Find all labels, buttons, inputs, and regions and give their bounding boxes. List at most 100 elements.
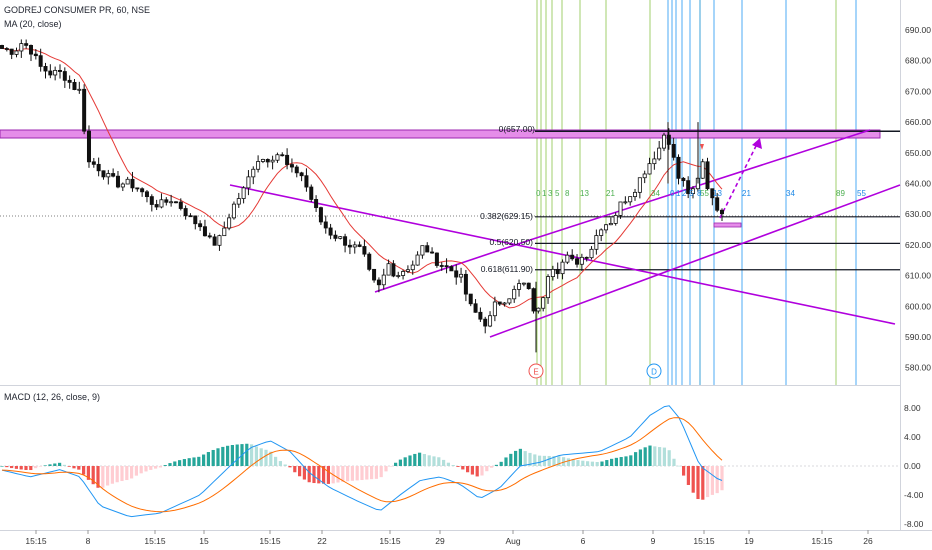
macd-histogram-bar[interactable] bbox=[230, 445, 234, 466]
candle-body[interactable] bbox=[33, 53, 38, 57]
macd-histogram-bar[interactable] bbox=[173, 461, 177, 466]
macd-histogram-bar[interactable] bbox=[667, 450, 671, 466]
candle-body[interactable] bbox=[178, 201, 183, 209]
candle-body[interactable] bbox=[38, 55, 43, 67]
candle-body[interactable] bbox=[478, 311, 483, 320]
candle-body[interactable] bbox=[642, 173, 647, 179]
macd-histogram-bar[interactable] bbox=[38, 466, 42, 467]
candle[interactable] bbox=[560, 259, 565, 280]
macd-histogram-bar[interactable] bbox=[691, 466, 695, 493]
candle-body[interactable] bbox=[584, 256, 589, 259]
macd-histogram-bar[interactable] bbox=[120, 466, 124, 482]
candle[interactable] bbox=[594, 229, 599, 255]
candle-body[interactable] bbox=[183, 208, 188, 217]
candle[interactable] bbox=[173, 201, 178, 204]
candle[interactable] bbox=[613, 212, 618, 226]
macd-histogram-bar[interactable] bbox=[490, 466, 494, 468]
trendline[interactable] bbox=[489, 184, 901, 338]
candle[interactable] bbox=[130, 171, 135, 192]
macd-histogram-bar[interactable] bbox=[701, 466, 705, 500]
macd-histogram-bar[interactable] bbox=[562, 457, 566, 466]
candle-body[interactable] bbox=[570, 254, 575, 260]
candle[interactable] bbox=[241, 186, 246, 204]
macd-histogram-bar[interactable] bbox=[149, 466, 153, 470]
candle[interactable] bbox=[24, 39, 29, 49]
macd-histogram-bar[interactable] bbox=[686, 466, 690, 485]
macd-histogram-bar[interactable] bbox=[274, 456, 278, 466]
candle[interactable] bbox=[449, 265, 454, 272]
macd-histogram-bar[interactable] bbox=[24, 466, 28, 470]
macd-histogram-bar[interactable] bbox=[446, 462, 450, 466]
macd-histogram-bar[interactable] bbox=[211, 449, 215, 466]
candle-body[interactable] bbox=[19, 43, 24, 52]
candle[interactable] bbox=[169, 194, 174, 207]
candle-body[interactable] bbox=[101, 170, 106, 178]
macd-histogram-bar[interactable] bbox=[19, 466, 23, 470]
macd-histogram-bar[interactable] bbox=[408, 455, 412, 466]
candle[interactable] bbox=[357, 241, 362, 248]
candle-body[interactable] bbox=[512, 288, 517, 300]
candle[interactable] bbox=[589, 246, 594, 260]
candle[interactable] bbox=[53, 66, 58, 81]
macd-histogram-bar[interactable] bbox=[379, 466, 383, 478]
macd-histogram-bar[interactable] bbox=[480, 466, 484, 476]
candle[interactable] bbox=[82, 84, 87, 135]
candle[interactable] bbox=[705, 157, 710, 191]
candle[interactable] bbox=[96, 157, 101, 177]
candle[interactable] bbox=[299, 171, 304, 182]
candle[interactable] bbox=[531, 287, 536, 314]
candle[interactable] bbox=[140, 187, 145, 197]
macd-histogram-bar[interactable] bbox=[341, 466, 345, 482]
candle[interactable] bbox=[14, 47, 19, 58]
macd-histogram-bar[interactable] bbox=[259, 448, 263, 466]
macd-histogram-bar[interactable] bbox=[197, 456, 201, 466]
candle-body[interactable] bbox=[381, 274, 386, 286]
candle-body[interactable] bbox=[72, 81, 77, 91]
candle-body[interactable] bbox=[173, 201, 178, 204]
candle[interactable] bbox=[405, 265, 410, 274]
candle-body[interactable] bbox=[555, 268, 560, 275]
macd-histogram-bar[interactable] bbox=[115, 466, 119, 483]
macd-histogram-bar[interactable] bbox=[538, 455, 542, 466]
candle[interactable] bbox=[410, 260, 415, 275]
macd-histogram-bar[interactable] bbox=[610, 458, 614, 466]
candle-body[interactable] bbox=[502, 302, 507, 305]
candle[interactable] bbox=[48, 64, 53, 79]
candle[interactable] bbox=[376, 277, 381, 293]
signal-line[interactable] bbox=[1, 417, 723, 513]
macd-histogram-bar[interactable] bbox=[581, 460, 585, 466]
candle-body[interactable] bbox=[497, 301, 502, 305]
candle[interactable] bbox=[434, 252, 439, 268]
candle[interactable] bbox=[512, 285, 517, 303]
candle[interactable] bbox=[0, 44, 4, 50]
macd-histogram-bar[interactable] bbox=[350, 466, 354, 481]
candle-body[interactable] bbox=[468, 293, 473, 305]
candle-body[interactable] bbox=[130, 178, 135, 189]
macd-histogram-bar[interactable] bbox=[144, 466, 148, 472]
macd-histogram-bar[interactable] bbox=[322, 466, 326, 484]
macd-histogram-bar[interactable] bbox=[566, 458, 570, 466]
candle[interactable] bbox=[275, 152, 280, 163]
macd-histogram-bar[interactable] bbox=[163, 465, 167, 466]
candle[interactable] bbox=[309, 184, 314, 203]
candle-body[interactable] bbox=[541, 297, 546, 309]
macd-histogram-bar[interactable] bbox=[293, 466, 297, 473]
candle-body[interactable] bbox=[343, 236, 348, 246]
candle[interactable] bbox=[565, 251, 570, 265]
candle-body[interactable] bbox=[357, 244, 362, 247]
candle[interactable] bbox=[77, 81, 82, 94]
candle[interactable] bbox=[401, 269, 406, 280]
candle-body[interactable] bbox=[82, 88, 87, 132]
macd-histogram-bar[interactable] bbox=[605, 460, 609, 466]
candle[interactable] bbox=[333, 230, 338, 242]
macd-histogram-bar[interactable] bbox=[677, 465, 681, 467]
macd-histogram-bar[interactable] bbox=[365, 466, 369, 480]
candle[interactable] bbox=[608, 217, 613, 226]
candle-body[interactable] bbox=[705, 161, 710, 190]
candle[interactable] bbox=[459, 267, 464, 283]
candle[interactable] bbox=[637, 177, 642, 199]
candle-body[interactable] bbox=[425, 245, 430, 253]
candle-body[interactable] bbox=[710, 188, 715, 199]
candle[interactable] bbox=[62, 67, 67, 88]
candle-body[interactable] bbox=[449, 266, 454, 272]
